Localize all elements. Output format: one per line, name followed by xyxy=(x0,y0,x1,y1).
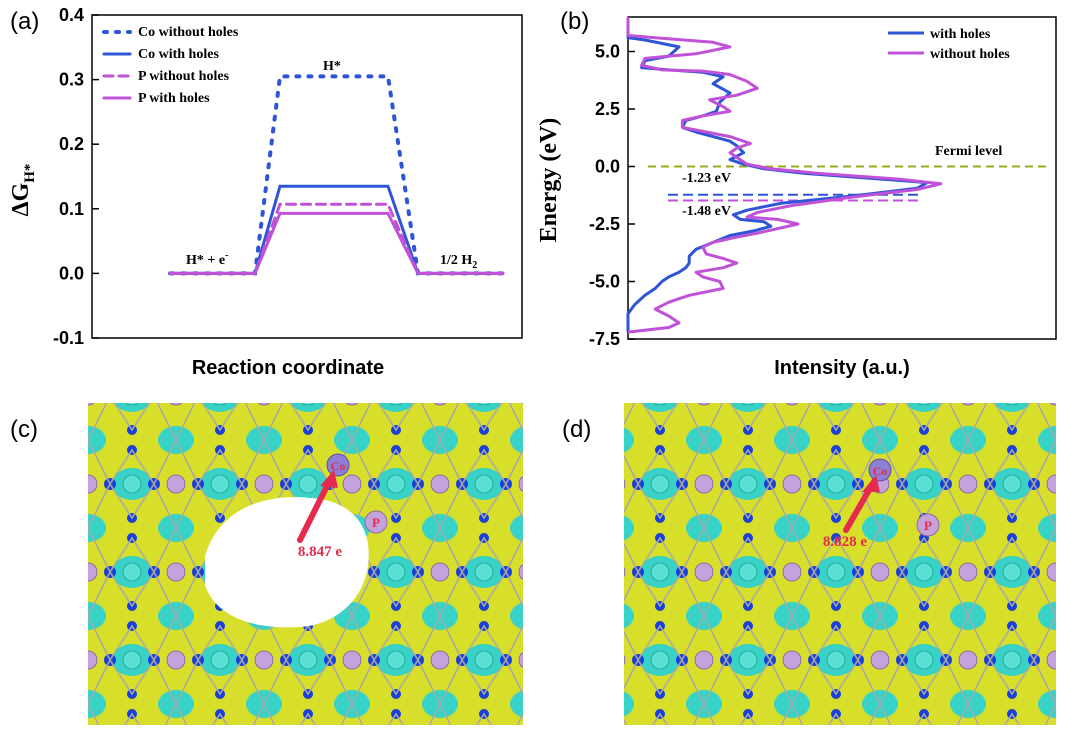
chart-b-y-axis: 5.0 2.5 0.0 -2.5 -5.0 -7.5 xyxy=(589,42,635,349)
panel-label-b: (b) xyxy=(560,8,589,35)
chart-a-series-1 xyxy=(168,74,505,276)
chart-a-series-3 xyxy=(168,202,505,275)
chart-a-legend-entry: P without holes xyxy=(138,69,230,84)
chart-b-annotation-with-holes: -1.23 eV xyxy=(682,171,731,186)
chart-a-y-tick-label: 0.0 xyxy=(59,263,84,283)
chart-b-y-tick-label: 2.5 xyxy=(595,99,620,119)
chart-a-state-middle: H* xyxy=(323,59,341,74)
panel-d-charge: 8.828 e xyxy=(823,534,868,550)
panel-c-charge-density: Co P 8.847 e xyxy=(88,403,523,725)
panel-d-arrow xyxy=(843,482,875,533)
chart-b-annotation-without-holes: -1.48 eV xyxy=(682,204,731,219)
chart-b-y-tick-label: 5.0 xyxy=(595,42,620,62)
chart-a-y-axis: -0.1 0.0 0.1 0.2 0.3 0.4 xyxy=(53,5,99,348)
panel-c-hole xyxy=(205,497,369,628)
panel-d-co-atom xyxy=(868,458,892,482)
chart-b-series-2 xyxy=(626,17,943,334)
chart-a-state-start: H* + e- xyxy=(186,250,228,268)
chart-a-x-label: Reaction coordinate xyxy=(192,357,384,379)
chart-a-state-end: 1/2 H2 xyxy=(440,253,477,271)
chart-b-y-tick-label: -7.5 xyxy=(589,329,620,349)
chart-a-y-tick-label: 0.3 xyxy=(59,70,84,90)
panel-d-p-label: P xyxy=(924,518,932,533)
chart-b-series-1 xyxy=(626,17,929,333)
panel-d-co-label: Co xyxy=(873,464,888,478)
panel-d-p-atom xyxy=(916,513,940,537)
chart-a-frame xyxy=(91,14,523,339)
chart-a-series xyxy=(168,74,505,276)
chart-b-legend-entry: with holes xyxy=(930,27,991,42)
panel-d-charge-density: Co P 8.828 e xyxy=(624,403,1056,725)
chart-b-y-tick-label: 0.0 xyxy=(595,157,620,177)
panel-c-p-atom xyxy=(364,510,388,534)
panel-c-p-label: P xyxy=(372,515,380,530)
chart-a-y-tick-label: 0.4 xyxy=(59,5,84,25)
chart-b-y-label: Energy (eV) xyxy=(536,118,562,243)
panel-c-arrow xyxy=(297,477,333,543)
chart-a-series-4 xyxy=(168,211,505,275)
panel-c-co-atom xyxy=(326,453,350,477)
chart-b-reference-lines xyxy=(648,165,1046,202)
chart-a-legend-entry: P with holes xyxy=(138,91,210,106)
panel-d-surface xyxy=(624,403,1056,725)
chart-a-y-label: ΔGH* xyxy=(8,164,38,217)
panel-c-arrowhead xyxy=(320,470,338,488)
chart-a-legend-entry: Co with holes xyxy=(138,47,219,62)
chart-b-dos: 5.0 2.5 0.0 -2.5 -5.0 -7.5 Energy (eV) Intens… xyxy=(536,16,1057,379)
chart-a-legend-entry: Co without holes xyxy=(138,25,239,40)
panel-label-c: (c) xyxy=(10,416,38,443)
panel-c-charge: 8.847 e xyxy=(298,544,343,560)
chart-a-y-tick-label: 0.1 xyxy=(59,199,84,219)
chart-b-frame xyxy=(627,16,1057,340)
chart-b-legend-entry: without holes xyxy=(930,47,1010,62)
chart-b-legend: with holes without holes xyxy=(888,27,1010,62)
panel-label-d: (d) xyxy=(562,416,591,443)
panel-c-co-label: Co xyxy=(331,459,346,473)
chart-a-y-tick-label: 0.2 xyxy=(59,134,84,154)
chart-b-series xyxy=(626,17,943,334)
chart-b-y-tick-label: -2.5 xyxy=(589,214,620,234)
chart-a-legend: Co without holes Co with holes P without h… xyxy=(102,25,239,106)
chart-a-y-tick-label: -0.1 xyxy=(53,328,84,348)
chart-a-gibbs-energy: -0.1 0.0 0.1 0.2 0.3 0.4 ΔGH* Reaction coordi… xyxy=(8,5,523,379)
panel-label-a: (a) xyxy=(10,8,39,35)
chart-b-x-label: Intensity (a.u.) xyxy=(774,357,910,379)
chart-b-y-tick-label: -5.0 xyxy=(589,272,620,292)
chart-b-fermi-label: Fermi level xyxy=(935,144,1002,159)
panel-d-arrowhead xyxy=(862,475,880,492)
